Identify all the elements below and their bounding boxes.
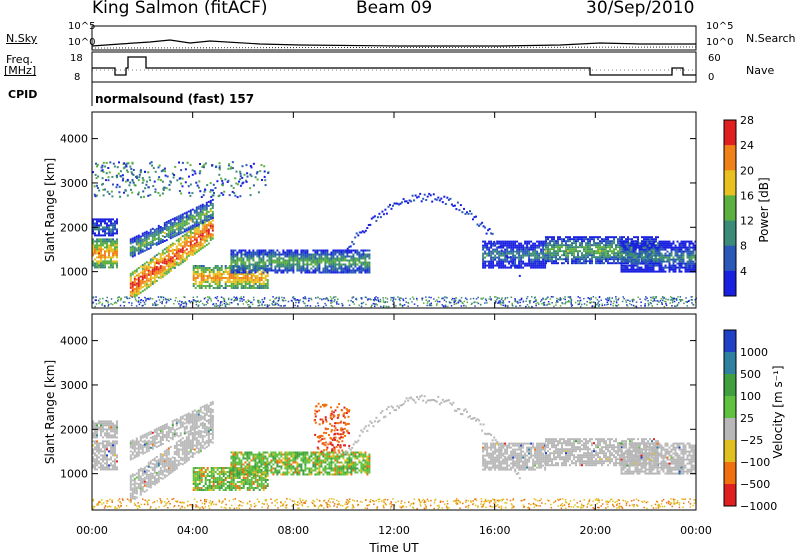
- ytick-label-1-0: 1000: [60, 468, 88, 481]
- nsky-label: N.Sky: [6, 32, 38, 45]
- velocity-cbar-tick-1: 500: [740, 368, 761, 381]
- power-band-3: [129, 198, 214, 258]
- velocity-cbar-seg-1: [724, 352, 736, 375]
- nsearch-tick-bottom: 10^0: [706, 37, 734, 48]
- velocity-cbar-seg-7: [724, 484, 736, 507]
- nsky-tick-bottom: 10^0: [68, 37, 96, 48]
- velocity-arc-scatter: [343, 394, 521, 480]
- freq-label: Freq.: [6, 53, 34, 66]
- xtick-label-6: 00:00: [680, 524, 712, 537]
- xtick-label-5: 20:00: [579, 524, 611, 537]
- velocity-cbar-seg-5: [724, 440, 736, 463]
- power-cbar-tick-6: 28: [740, 114, 754, 127]
- ytick-label-0-1: 2000: [60, 221, 88, 234]
- xtick-label-3: 12:00: [378, 524, 410, 537]
- xtick-label-4: 16:00: [479, 524, 511, 537]
- ytick-label-0-0: 1000: [60, 266, 88, 279]
- velocity-cbar-tick-7: −1000: [740, 500, 777, 513]
- cpid-value: normalsound (fast) 157: [95, 92, 255, 106]
- velocity-band-2: [129, 415, 214, 503]
- status-frames: [91, 25, 697, 106]
- power-cbar-seg-2: [724, 170, 736, 196]
- power-cbar-seg-6: [724, 270, 736, 297]
- xtick-label-0: 00:00: [76, 524, 108, 537]
- power-band-6: [482, 240, 547, 269]
- velocity-band-0: [92, 440, 118, 471]
- velocity-band-3: [129, 400, 214, 461]
- velocity-data-layer: [92, 394, 697, 510]
- power-cbar-tick-5: 24: [740, 139, 754, 152]
- freq-unit: [MHz]: [4, 64, 37, 77]
- power-cbar-seg-0: [724, 120, 736, 146]
- power-cbar-tick-1: 8: [740, 240, 747, 253]
- velocity-band-5: [230, 451, 371, 476]
- nsearch-trace: [91, 46, 697, 49]
- velocity-plume: [313, 402, 351, 453]
- power-band-5: [230, 249, 371, 274]
- velocity-panel-frame: [91, 313, 697, 511]
- power-cbar-tick-3: 16: [740, 189, 754, 202]
- power-colorbar-label: Power [dB]: [757, 177, 771, 242]
- power-cbar-seg-1: [724, 145, 736, 171]
- nsky-tick-top: 10^5: [68, 21, 96, 32]
- power-band-2: [129, 213, 214, 298]
- nave-label: Nave: [746, 64, 775, 77]
- power-colorbar: 4 8 12 16 20 24 28: [723, 114, 754, 297]
- velocity-cbar-seg-2: [724, 374, 736, 397]
- nave-tick-bottom: 0: [708, 72, 715, 83]
- power-band-0: [92, 238, 118, 269]
- nsky-trace: [91, 39, 696, 47]
- velocity-cbar-tick-2: 100: [740, 390, 761, 403]
- velocity-cbar-tick-3: 25: [740, 412, 754, 425]
- beam-label: Beam 09: [356, 0, 433, 18]
- nave-tick-top: 60: [708, 53, 721, 64]
- power-cbar-tick-2: 12: [740, 215, 754, 228]
- power-near-range: [92, 296, 697, 308]
- power-panel-frame: [91, 111, 697, 309]
- velocity-ylabel: Slant Range [km]: [43, 360, 57, 464]
- velocity-colorbar: 1000 500 100 25 −25 −100 −500 −1000: [723, 329, 777, 513]
- cpid-label: CPID: [8, 88, 38, 101]
- power-cbar-tick-4: 20: [740, 164, 754, 177]
- velocity-cbar-seg-4: [724, 418, 736, 441]
- velocity-cbar-tick-6: −500: [740, 478, 770, 491]
- power-cbar-seg-3: [724, 195, 736, 222]
- ytick-label-1-2: 3000: [60, 379, 88, 392]
- date-label: 30/Sep/2010: [586, 0, 695, 18]
- velocity-cbar-tick-0: 1000: [740, 346, 768, 359]
- nsearch-label: N.Search: [746, 32, 796, 45]
- velocity-cbar-seg-6: [724, 462, 736, 485]
- power-far-range: [92, 161, 270, 199]
- freq-trace: [92, 56, 696, 76]
- ytick-label-1-3: 4000: [60, 335, 88, 348]
- ytick-label-1-1: 2000: [60, 423, 88, 436]
- x-axis-label: Time UT: [368, 541, 419, 554]
- power-arc-scatter: [343, 192, 521, 277]
- velocity-cbar-tick-4: −25: [740, 434, 763, 447]
- ytick-label-0-2: 3000: [60, 177, 88, 190]
- freq-tick-bottom: 8: [74, 72, 81, 83]
- xtick-label-2: 08:00: [277, 524, 309, 537]
- ytick-label-0-3: 4000: [60, 133, 88, 146]
- freq-tick-top: 18: [70, 53, 83, 64]
- power-ylabel: Slant Range [km]: [43, 158, 57, 262]
- axis-layer: 1000 2000 3000 4000 1000 2000 3000 4000 00:00 04:…: [60, 112, 712, 537]
- nsearch-tick-top: 10^5: [706, 21, 734, 32]
- velocity-near-range: [92, 498, 697, 510]
- power-cbar-seg-5: [724, 245, 736, 272]
- velocity-cbar-tick-5: −100: [740, 456, 770, 469]
- power-cbar-seg-4: [724, 220, 736, 247]
- power-cbar-tick-0: 4: [740, 265, 747, 278]
- station-title: King Salmon (fitACF): [92, 0, 268, 18]
- velocity-cbar-seg-0: [724, 330, 736, 353]
- velocity-band-8: [620, 442, 697, 475]
- velocity-colorbar-label: Velocity [m s⁻¹]: [771, 365, 785, 458]
- xtick-label-1: 04:00: [177, 524, 209, 537]
- power-band-1: [92, 218, 118, 237]
- velocity-cbar-seg-3: [724, 396, 736, 419]
